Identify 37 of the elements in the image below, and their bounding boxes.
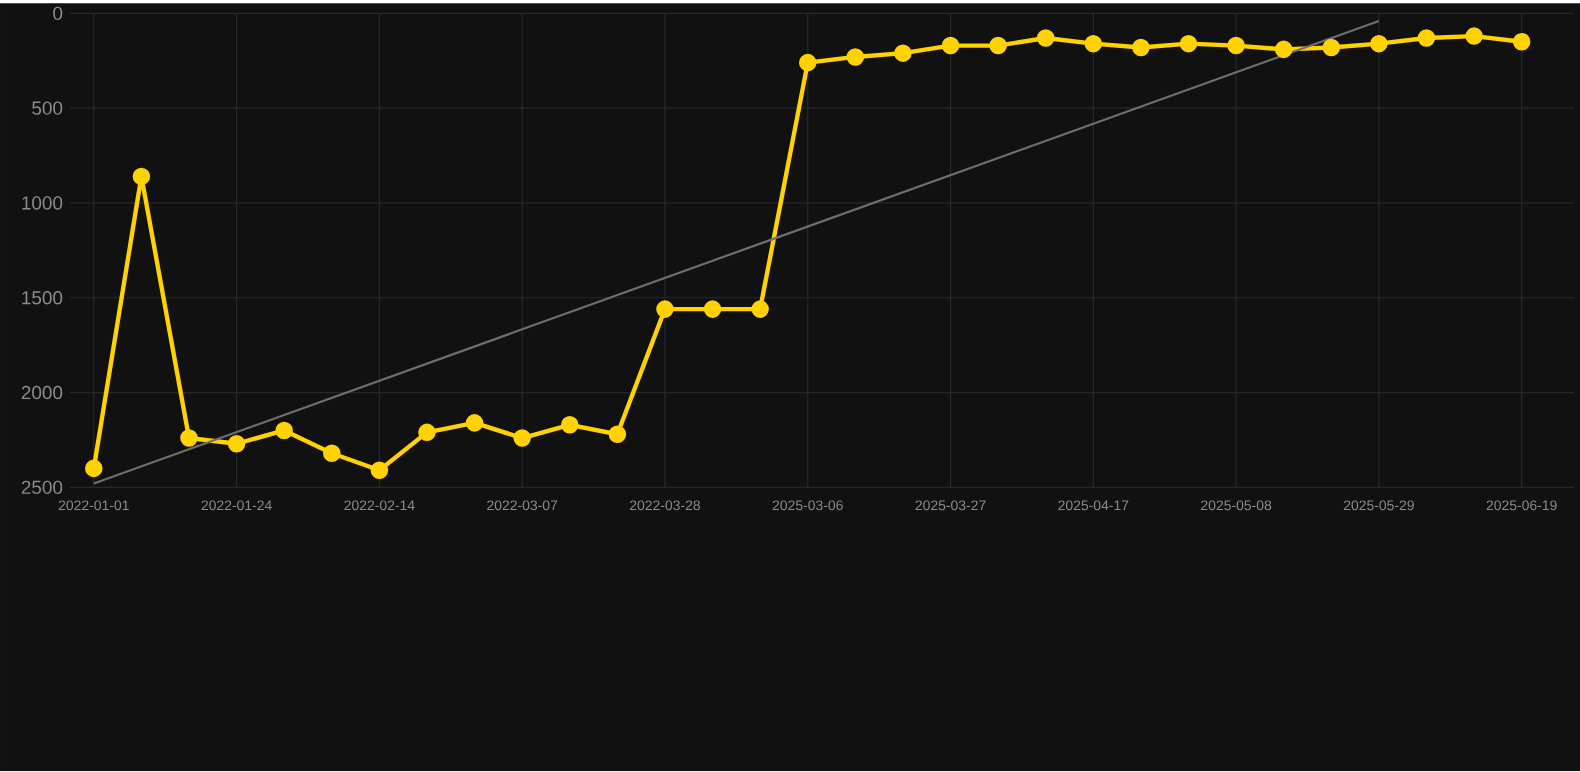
y-tick-label: 0 [53, 6, 63, 21]
point [798, 54, 817, 72]
point [1322, 39, 1341, 57]
point [1084, 35, 1103, 53]
point [227, 435, 246, 453]
point [132, 167, 151, 186]
point [561, 416, 579, 434]
point [989, 37, 1007, 55]
point [85, 459, 103, 478]
point [1417, 29, 1436, 48]
point [323, 444, 341, 463]
point [1179, 35, 1198, 53]
point [465, 414, 484, 432]
point [1370, 35, 1388, 53]
y-tick-label: 1500 [22, 291, 63, 305]
point [846, 48, 865, 67]
point [1036, 29, 1055, 48]
y-tick-label: 500 [32, 101, 63, 116]
y-tick-label: 2500 [21, 480, 63, 495]
point [941, 37, 960, 55]
y-tick-label: 2000 [21, 386, 63, 400]
point [1512, 33, 1531, 51]
point [751, 300, 769, 319]
point [656, 300, 674, 319]
point [513, 429, 531, 448]
point [1274, 40, 1293, 59]
point [1132, 39, 1150, 57]
point [608, 425, 627, 444]
point [894, 44, 912, 63]
point [703, 300, 722, 319]
point [180, 429, 198, 448]
point [275, 422, 293, 440]
y-tick-label: 1000 [22, 196, 63, 210]
point [370, 461, 389, 480]
point [418, 423, 436, 442]
point [1465, 27, 1483, 46]
point [1227, 37, 1245, 55]
